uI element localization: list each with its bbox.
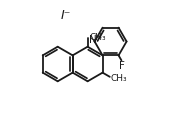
Text: CH₃: CH₃ [110, 74, 127, 83]
Text: CH₃: CH₃ [89, 33, 106, 42]
Text: I⁻: I⁻ [61, 9, 71, 22]
Text: F: F [119, 61, 124, 71]
Text: N⁺: N⁺ [89, 35, 102, 45]
